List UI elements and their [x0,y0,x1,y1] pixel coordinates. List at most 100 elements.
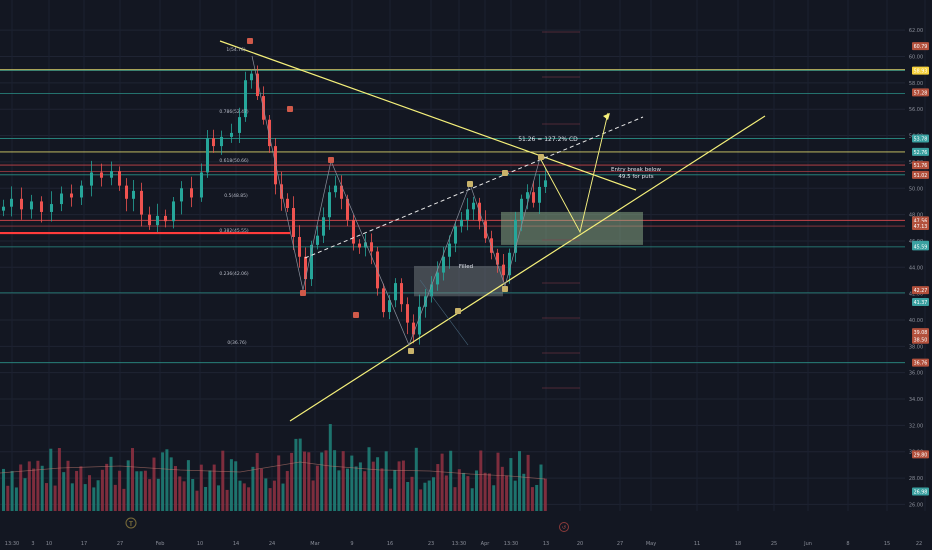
volume-bar [143,470,147,511]
volume-bar [298,438,302,511]
date-tick-label: 25 [771,541,777,547]
volume-bar [410,476,414,511]
candle-body [472,202,475,210]
candle-body [520,198,523,220]
volume-bar [328,424,332,511]
volume-bar [109,456,113,511]
time-axis[interactable]: 13:30 3 10 17 27 Feb 10 14 24 Mar 9 16 23 13:30 Apr 13:… [5,541,922,547]
volume-bar [475,470,478,511]
volume-bar [530,487,534,511]
candle-body [346,198,349,220]
volume-bar [397,461,401,511]
candle-body [466,209,469,220]
volume-bar [414,447,418,511]
price-tick-label: 38.00 [909,344,923,350]
volume-bar [139,471,143,511]
volume-bar [182,481,186,511]
date-tick-label: 11 [694,541,700,547]
candle-body [90,172,93,186]
price-badge [912,222,929,231]
price-badge-text: 57.28 [914,90,928,96]
volume-bar [311,480,315,511]
date-tick-label: 13:30 [5,541,19,547]
volume-bar [161,452,165,511]
price-badge [912,286,929,295]
volume-bar [526,454,530,511]
volume-bar [440,453,444,511]
candle-body [172,201,175,222]
volume-bar [427,480,431,511]
price-tick-label: 48.00 [909,213,923,219]
price-badge-text: 51.02 [914,173,928,179]
volume-bar [49,448,53,511]
volume-bar [92,487,96,511]
candle-body [190,188,193,198]
volume-bar [148,479,152,511]
volume-bar [505,475,509,511]
candle-body [460,219,463,227]
candle-body [454,226,457,244]
volume-bar [423,482,427,511]
price-badge [912,328,929,337]
candle-body [400,283,403,305]
volume-bar [522,473,526,511]
pattern-point-marker [455,308,461,314]
price-badge [912,487,929,496]
candle-body [490,238,493,253]
volume-bar [96,480,100,511]
volume-bar [487,473,491,511]
price-badge [912,88,929,97]
price-badge-text: 29.80 [914,452,928,458]
price-badge-text: 60.79 [914,44,928,50]
price-tick-label: 32.00 [909,423,923,429]
candle-body [230,132,233,137]
candle-body [298,236,301,257]
candle-body [532,192,535,203]
price-badge [912,134,929,143]
target-label: 51.26 = 127.2% CD [518,136,578,143]
candle-body [304,256,307,280]
volume-bar [268,488,272,511]
date-tick-label: 23 [428,541,434,547]
price-badge [912,450,929,459]
pattern-point-marker [408,348,414,354]
price-badge [912,147,929,156]
tradingview-logo-icon[interactable]: T [125,517,137,529]
price-badge [912,242,929,251]
candle-body [125,185,128,199]
fib-level-label: 0.618(50.66) [219,158,249,164]
price-axis[interactable]: 62.0060.0058.0056.0054.0052.0050.0048.00… [909,28,923,508]
pattern-point-marker [502,170,508,176]
price-badge [912,42,929,51]
pattern-point-marker [300,290,306,296]
candle-body [256,73,259,97]
candle-body [388,300,391,313]
volume-bar [40,465,44,511]
projection-arrowhead [603,113,610,120]
volume-bar [255,453,259,511]
date-tick-label: 14 [233,541,239,547]
volume-bar [118,470,122,511]
candle-body [10,198,13,207]
volume-bar [79,466,83,511]
pattern-point-marker [538,154,544,160]
volume-bars [0,424,547,511]
candle-body [156,215,159,226]
price-badge [912,170,929,179]
volume-bar [100,469,104,511]
price-badge-text: 38.50 [914,338,928,344]
candle-body [20,198,23,210]
replay-icon[interactable]: ↺ [559,522,569,532]
volume-bar [371,461,375,511]
volume-bar [307,452,311,511]
volume-bar [238,480,242,511]
volume-bar [518,451,521,511]
candle-body [352,219,355,244]
volume-bar [247,487,251,511]
volume-bar [315,465,319,511]
volume-bar [393,469,397,511]
volume-bar [19,464,23,511]
pattern-point-marker [247,38,253,44]
volume-bar [88,475,91,511]
